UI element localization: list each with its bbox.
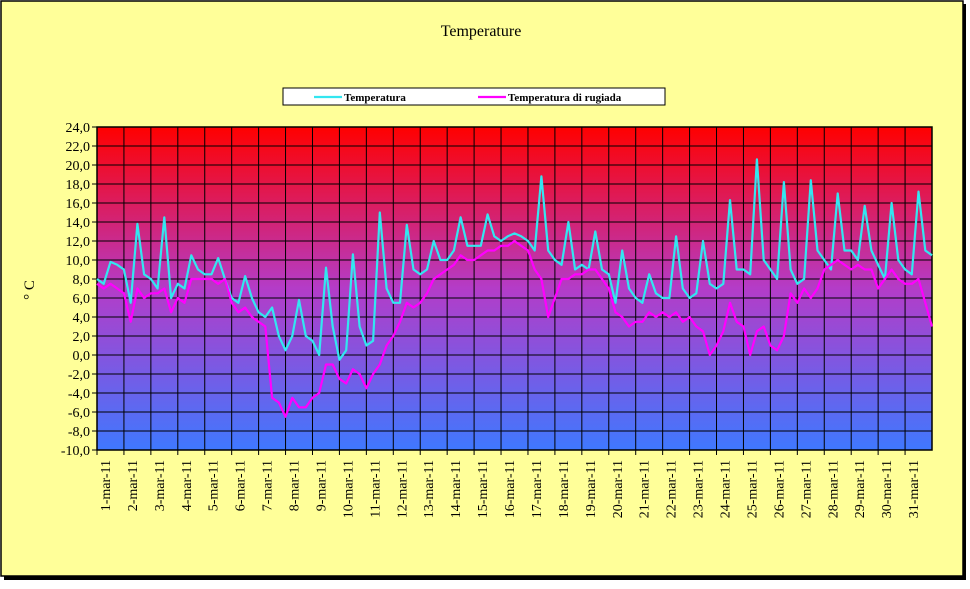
y-tick-label: 20,0 (66, 159, 91, 174)
x-tick-label: 5-mar-11 (207, 460, 222, 511)
x-tick-label: 25-mar-11 (745, 460, 760, 518)
x-tick-label: 17-mar-11 (530, 460, 545, 518)
y-tick-label: 14,0 (66, 216, 91, 231)
x-tick-label: 9-mar-11 (314, 460, 329, 511)
x-tick-label: 30-mar-11 (880, 460, 895, 518)
x-tick-label: 28-mar-11 (826, 460, 841, 518)
y-tick-label: 24,0 (66, 121, 91, 136)
y-tick-label: 2,0 (73, 330, 91, 345)
y-tick-label: 18,0 (66, 178, 91, 193)
y-tick-label: 8,0 (73, 273, 91, 288)
plot-background (97, 127, 932, 450)
y-tick-label: -4,0 (68, 387, 90, 402)
x-tick-label: 24-mar-11 (719, 460, 734, 518)
x-tick-label: 3-mar-11 (153, 460, 168, 511)
legend (282, 87, 666, 106)
x-tick-label: 10-mar-11 (341, 460, 356, 518)
y-tick-label: 10,0 (66, 254, 91, 269)
x-tick-label: 6-mar-11 (234, 460, 249, 511)
x-tick-label: 23-mar-11 (692, 460, 707, 518)
x-tick-label: 4-mar-11 (180, 460, 195, 511)
x-tick-label: 20-mar-11 (611, 460, 626, 518)
legend-label: Temperatura di rugiada (508, 92, 622, 104)
series-line (96, 158, 933, 361)
series-line (96, 239, 934, 418)
y-tick-label: 4,0 (73, 311, 91, 326)
x-tick-label: 27-mar-11 (799, 460, 814, 518)
legend-label: Temperatura (344, 92, 406, 104)
x-tick-label: 15-mar-11 (476, 460, 491, 518)
x-tick-label: 16-mar-11 (503, 460, 518, 518)
x-tick-label: 1-mar-11 (99, 460, 114, 511)
x-tick-label: 8-mar-11 (288, 460, 303, 511)
x-tick-label: 31-mar-11 (907, 460, 922, 518)
x-tick-label: 29-mar-11 (853, 460, 868, 518)
y-axis-label: ° C (22, 280, 38, 300)
x-tick-label: 12-mar-11 (395, 460, 410, 518)
x-tick-label: 26-mar-11 (772, 460, 787, 518)
x-tick-label: 2-mar-11 (126, 460, 141, 511)
x-tick-label: 11-mar-11 (368, 460, 383, 518)
x-tick-label: 14-mar-11 (449, 460, 464, 518)
y-tick-label: 6,0 (73, 292, 91, 307)
y-tick-label: 0,0 (73, 349, 91, 364)
y-tick-label: 16,0 (66, 197, 91, 212)
y-tick-label: -6,0 (68, 406, 90, 421)
y-tick-label: -8,0 (68, 425, 90, 440)
plot-border (96, 126, 933, 451)
y-tick-label: 12,0 (66, 235, 91, 250)
x-tick-label: 19-mar-11 (584, 460, 599, 518)
x-tick-label: 22-mar-11 (665, 460, 680, 518)
y-tick-label: 22,0 (66, 140, 91, 155)
x-tick-label: 18-mar-11 (557, 460, 572, 518)
x-tick-label: 13-mar-11 (422, 460, 437, 518)
x-tick-label: 7-mar-11 (261, 460, 276, 511)
x-tick-label: 21-mar-11 (638, 460, 653, 518)
chart-title: Temperature (441, 23, 522, 40)
y-tick-label: -10,0 (61, 444, 90, 459)
y-tick-label: -2,0 (68, 368, 90, 383)
